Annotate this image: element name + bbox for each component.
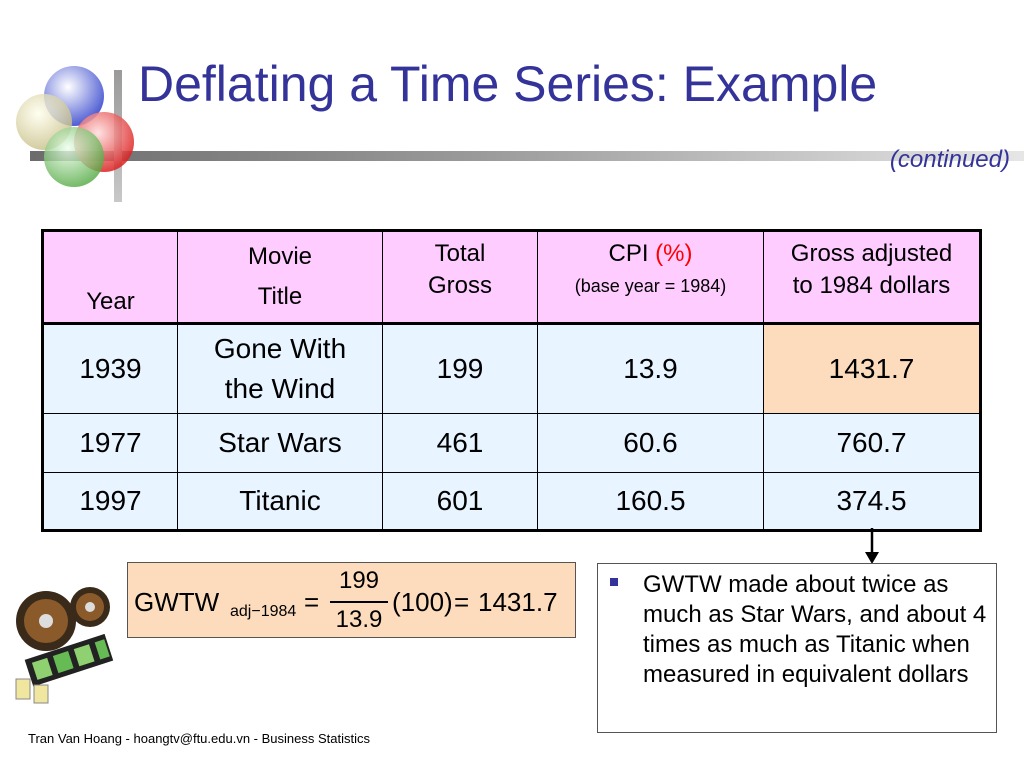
formula-subscript: adj−1984	[230, 603, 297, 620]
header-movie-title: Movie Title	[177, 230, 383, 325]
table-row: 1939 Gone With the Wind 199 13.9 1431.7	[42, 323, 981, 414]
header-year: Year	[42, 230, 178, 325]
header-cpi: CPI (%) (base year = 1984)	[537, 230, 764, 325]
cell-adjusted-highlighted: 1431.7	[763, 323, 981, 414]
cell-title: Star Wars	[177, 413, 383, 473]
header-total-gross: Total Gross	[382, 230, 538, 325]
formula-factor: (100)	[392, 587, 453, 617]
gwtw-formula-box: GWTW adj−1984 = 199 13.9 (100) = 1431.7	[127, 562, 576, 638]
slide-subtitle: (continued)	[889, 146, 1010, 173]
down-arrow-icon	[865, 528, 879, 564]
title-underline-bar	[30, 151, 1024, 161]
cell-title: Gone With the Wind	[177, 323, 383, 414]
table-row: 1977 Star Wars 461 60.6 760.7	[42, 413, 981, 473]
cell-gross: 199	[382, 323, 538, 414]
formula-denominator: 13.9	[335, 606, 383, 633]
slide-footer: Tran Van Hoang - hoangtv@ftu.edu.vn - Bu…	[28, 731, 370, 746]
cell-adjusted: 374.5	[763, 472, 981, 531]
cell-cpi: 13.9	[537, 323, 764, 414]
cell-gross: 601	[382, 472, 538, 531]
comparison-note-box: GWTW made about twice as much as Star Wa…	[597, 563, 997, 733]
table-row: 1997 Titanic 601 160.5 374.5	[42, 472, 981, 531]
cell-year: 1977	[42, 413, 178, 473]
comparison-note-text: GWTW made about twice as much as Star Wa…	[643, 571, 987, 688]
movie-gross-table: Year Movie Title Total Gross CPI (%) (ba…	[41, 229, 982, 532]
formula-equals: =	[304, 587, 320, 617]
cell-title: Titanic	[177, 472, 383, 531]
formula-fraction-bar	[330, 601, 388, 603]
square-bullet-icon	[610, 578, 618, 586]
cell-gross: 461	[382, 413, 538, 473]
overlapping-circles-logo	[16, 66, 134, 187]
cell-adjusted: 760.7	[763, 413, 981, 473]
header-adjusted-gross: Gross adjusted to 1984 dollars	[763, 230, 981, 325]
formula-numerator: 199	[338, 567, 380, 594]
table-header-row: Year Movie Title Total Gross CPI (%) (ba…	[42, 230, 981, 325]
slide-title: Deflating a Time Series: Example	[138, 56, 878, 112]
film-reel-clipart	[15, 587, 114, 704]
cell-year: 1997	[42, 472, 178, 531]
cell-cpi: 60.6	[537, 413, 764, 473]
cpi-unit: (%)	[655, 240, 693, 267]
cell-year: 1939	[42, 323, 178, 414]
formula-equals-2: =	[454, 587, 470, 617]
formula-lhs: GWTW	[134, 587, 220, 617]
formula-result: 1431.7	[478, 587, 558, 617]
cell-cpi: 160.5	[537, 472, 764, 531]
